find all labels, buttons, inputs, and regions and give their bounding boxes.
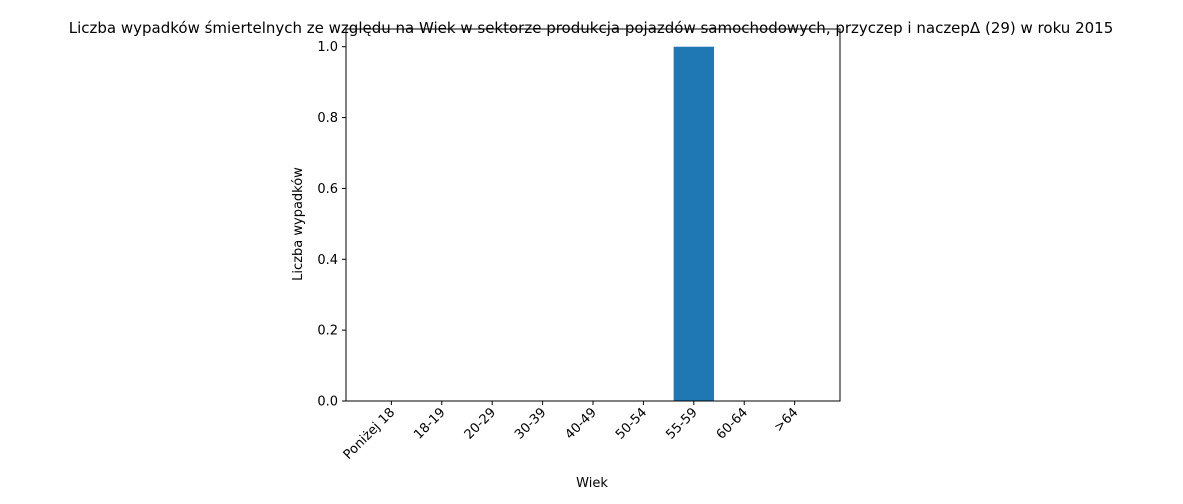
y-tick-label: 0.0 [317,395,338,410]
y-tick-label: 0.4 [317,253,338,268]
axes-frame [345,28,841,402]
x-tick-label: 18-19 [411,405,448,442]
x-tick-label: 20-29 [462,405,499,442]
x-tick-label: 60-64 [714,405,751,442]
y-tick-label: 0.6 [317,182,338,197]
y-tick-label: 1.0 [317,40,338,55]
bar [673,46,714,402]
x-tick-label: >64 [771,405,801,435]
x-tick-label: 55-59 [663,405,700,442]
y-axis-label: Liczba wypadków [291,167,306,281]
x-tick-label: Poniżej 18 [341,405,398,462]
plot-area: 0.0 0.2 0.4 0.6 0.8 1.0 Poniżej 18 18-19 20-29 30… [317,28,841,463]
x-tick-label: 40-49 [563,405,600,442]
x-tick-label: 30-39 [512,405,549,442]
y-tick-label: 0.2 [317,324,338,339]
x-axis-label: Wiek [576,476,608,491]
chart-title: Liczba wypadków śmiertelnych ze względu … [69,19,1114,37]
y-tick-label: 0.8 [317,111,338,126]
x-tick-label: 50-54 [613,405,650,442]
